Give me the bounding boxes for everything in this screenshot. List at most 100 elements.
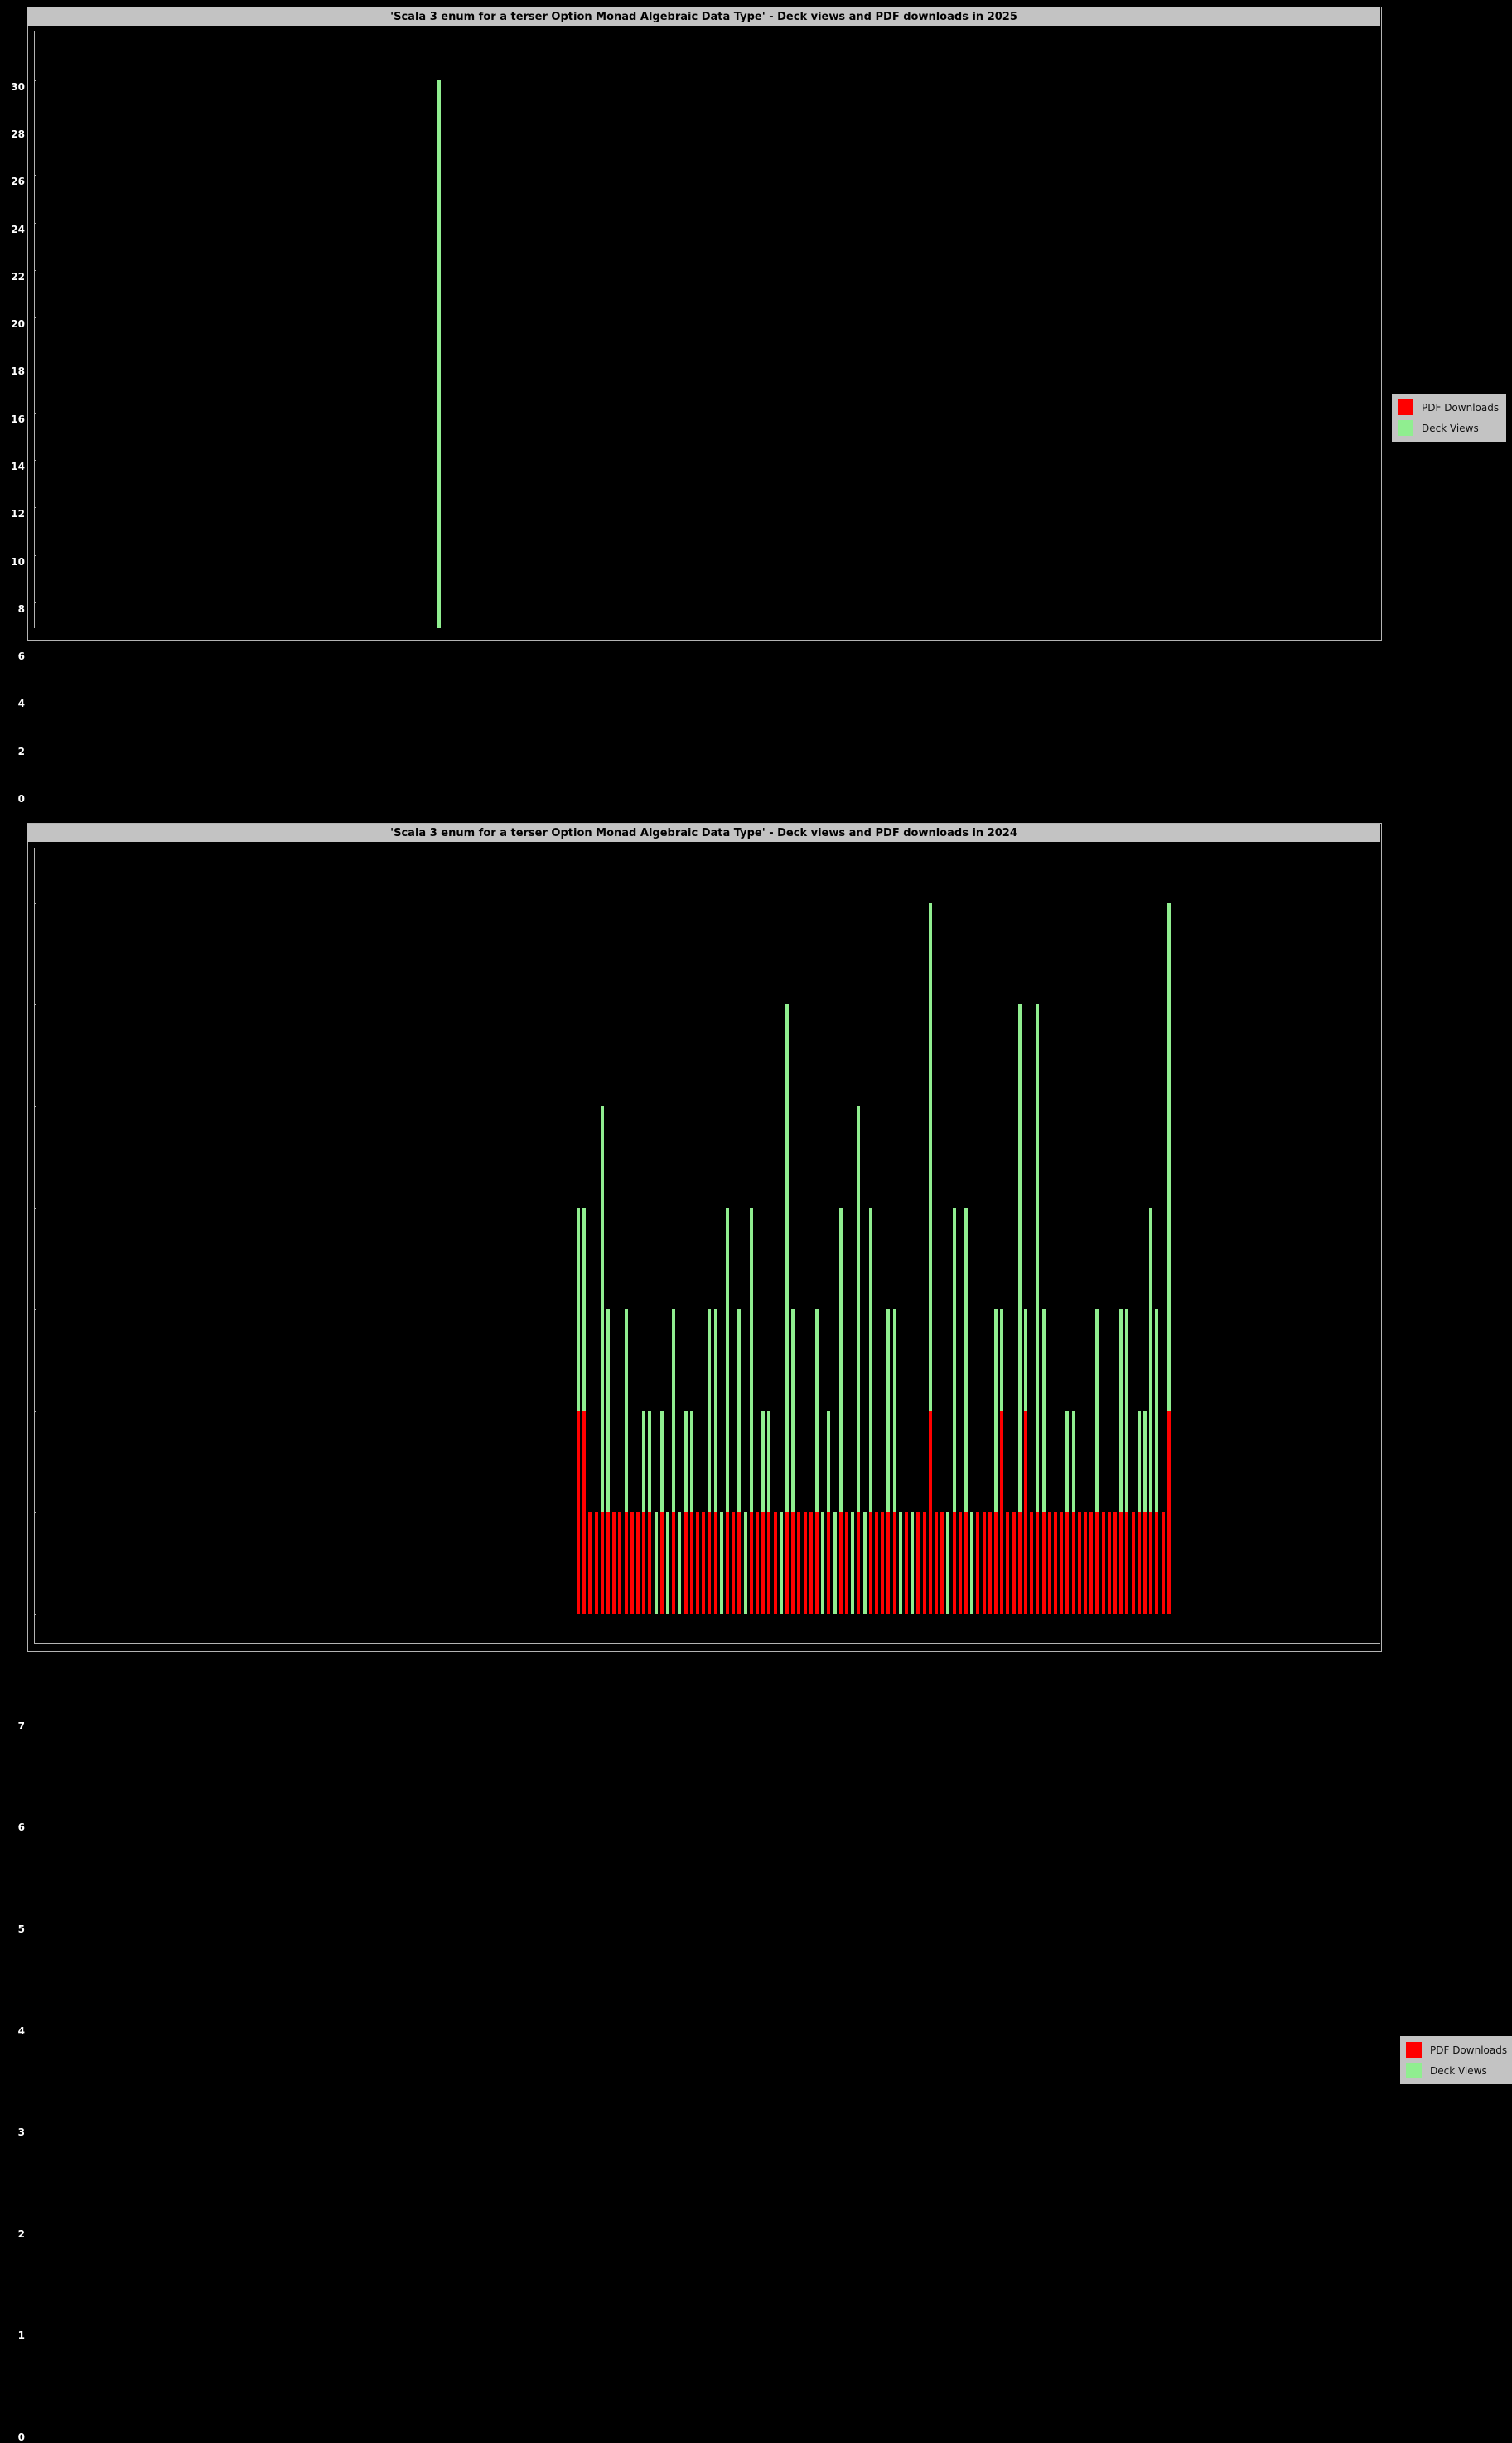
y-tick-label: 5 (17, 1923, 25, 1935)
bar-pdf-downloads (1084, 1512, 1087, 1614)
bar-pdf-downloads (1137, 1512, 1141, 1614)
y-tick-mark (34, 412, 36, 414)
bar-pdf-downloads (642, 1512, 646, 1614)
bar-pdf-downloads (982, 1512, 986, 1614)
bar-pdf-downloads (767, 1512, 771, 1614)
bar-pdf-downloads (672, 1512, 676, 1614)
y-tick-mark (34, 1512, 36, 1514)
bar-pdf-downloads (756, 1512, 759, 1614)
bar-deck-views (1071, 1410, 1075, 1614)
bar-pdf-downloads (1155, 1512, 1159, 1614)
bar-deck-views (886, 1309, 891, 1614)
y-tick-mark (34, 507, 36, 509)
bar-pdf-downloads (684, 1512, 688, 1614)
y-tick-label: 3 (17, 2126, 25, 2139)
bar-deck-views (851, 1512, 855, 1614)
y-tick-mark (34, 1207, 36, 1209)
legend-label-deck-views: Deck Views (1430, 2064, 1487, 2077)
bar-deck-views (1095, 1309, 1099, 1614)
bar-pdf-downloads (838, 1512, 843, 1614)
bar-deck-views (624, 1309, 628, 1614)
y-tick-mark (34, 1309, 36, 1311)
bar-deck-views (857, 1106, 861, 1614)
bar-pdf-downloads (732, 1512, 736, 1614)
bar-deck-views (719, 1512, 723, 1614)
bar-pdf-downloads (648, 1512, 652, 1614)
bar-pdf-downloads (708, 1512, 712, 1614)
bar-pdf-downloads (582, 1410, 587, 1614)
bar-pdf-downloads (1006, 1512, 1010, 1614)
legend-label-deck-views: Deck Views (1422, 422, 1479, 434)
bar-deck-views (666, 1512, 669, 1614)
bar-pdf-downloads (1041, 1512, 1046, 1614)
bar-pdf-downloads (809, 1512, 813, 1614)
bar-deck-views (648, 1410, 652, 1614)
bar-deck-views (868, 1207, 872, 1614)
y-tick-label: 0 (17, 793, 25, 805)
chart-title-2025: 'Scala 3 enum for a terser Option Monad … (27, 7, 1380, 26)
bar-deck-views (1041, 1309, 1046, 1614)
bar-pdf-downloads (689, 1512, 693, 1614)
bar-pdf-downloads (612, 1512, 616, 1614)
legend-item-pdf-downloads[interactable]: PDF Downloads (1406, 2042, 1507, 2058)
chart-panel-2025: 'Scala 3 enum for a terser Option Monad … (0, 7, 1512, 804)
bar-deck-views (1017, 1004, 1022, 1614)
bar-deck-views (713, 1309, 717, 1614)
bar-deck-views (708, 1309, 712, 1614)
bar-deck-views (779, 1512, 783, 1614)
legend-item-deck-views[interactable]: Deck Views (1406, 2063, 1507, 2078)
bar-pdf-downloads (624, 1512, 628, 1614)
bar-deck-views (1143, 1410, 1147, 1614)
bar-deck-views (791, 1309, 795, 1614)
y-tick-mark (34, 459, 36, 461)
bar-pdf-downloads (1024, 1410, 1027, 1614)
bar-pdf-downloads (803, 1512, 807, 1614)
bar-pdf-downloads (952, 1512, 956, 1614)
bar-pdf-downloads (935, 1512, 938, 1614)
bar-pdf-downloads (630, 1512, 634, 1614)
y-axis-line-2024 (34, 848, 35, 1644)
bar-pdf-downloads (588, 1512, 592, 1614)
bar-deck-views (761, 1410, 766, 1614)
legend-label-pdf-downloads: PDF Downloads (1430, 2044, 1508, 2056)
bar-pdf-downloads (886, 1512, 891, 1614)
bar-deck-views (600, 1106, 604, 1614)
y-tick-mark (34, 1105, 36, 1107)
bar-pdf-downloads (845, 1512, 848, 1614)
y-tick-mark (34, 269, 36, 271)
bar-pdf-downloads (958, 1512, 962, 1614)
bar-pdf-downloads (827, 1512, 831, 1614)
bar-pdf-downloads (1107, 1512, 1111, 1614)
bar-deck-views (1167, 902, 1171, 1614)
bar-deck-views (1119, 1309, 1123, 1614)
y-tick-label: 6 (17, 651, 25, 663)
y-tick-label: 1 (17, 2329, 25, 2342)
bar-pdf-downloads (702, 1512, 706, 1614)
bar-deck-views (785, 1004, 789, 1614)
bar-pdf-downloads (636, 1512, 640, 1614)
bar-deck-views (946, 1512, 950, 1614)
bar-pdf-downloads (713, 1512, 717, 1614)
bar-deck-views (862, 1512, 867, 1614)
bar-deck-views (821, 1512, 825, 1614)
bar-pdf-downloads (577, 1410, 580, 1614)
y-tick-label: 14 (11, 460, 25, 472)
y-tick-mark (34, 1004, 36, 1006)
red-swatch-icon (1398, 399, 1413, 415)
bar-pdf-downloads (994, 1512, 998, 1614)
bar-pdf-downloads (1131, 1512, 1135, 1614)
y-tick-label: 4 (17, 698, 25, 710)
legend-item-pdf-downloads[interactable]: PDF Downloads (1398, 399, 1499, 415)
legend-item-deck-views[interactable]: Deck Views (1398, 420, 1499, 436)
bar-deck-views (749, 1207, 753, 1614)
bar-pdf-downloads (916, 1512, 920, 1614)
bar-pdf-downloads (594, 1512, 598, 1614)
bar-pdf-downloads (940, 1512, 944, 1614)
y-tick-label: 18 (11, 365, 25, 378)
bar-pdf-downloads (791, 1512, 795, 1614)
legend-label-pdf-downloads: PDF Downloads (1422, 401, 1500, 414)
green-swatch-icon (1406, 2063, 1422, 2078)
bar-deck-views (726, 1207, 729, 1614)
bar-deck-views (994, 1309, 998, 1614)
y-tick-label: 12 (11, 508, 25, 520)
